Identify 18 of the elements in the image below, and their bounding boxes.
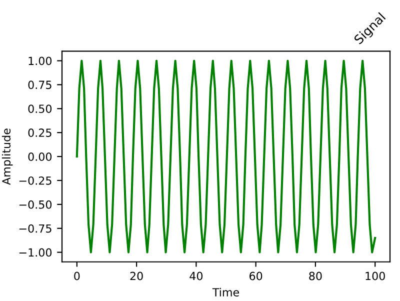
x-tick-label: 40 [190,272,203,280]
line-series [76,60,376,254]
y-tick-label: −0.50 [19,200,52,209]
y-axis-title: Amplitude [2,128,13,185]
y-tick-label: −1.00 [19,248,52,257]
x-tick-label: 0 [74,272,80,280]
y-tick-label: 0.00 [28,152,52,161]
y-tick-label: 1.00 [28,56,52,66]
y-tick-label: 0.50 [28,104,52,114]
y-tick-label: 0.25 [28,128,52,137]
x-tick-label: 100 [366,272,385,280]
y-tick-label: 0.75 [28,80,52,90]
x-tick-label: 60 [250,272,262,280]
y-tick-label: −0.25 [19,176,52,185]
x-tick-label: 20 [130,272,143,280]
x-tick-label: 80 [309,272,322,280]
y-tick-label: −0.75 [19,224,52,233]
x-axis-title: Time [212,288,239,296]
